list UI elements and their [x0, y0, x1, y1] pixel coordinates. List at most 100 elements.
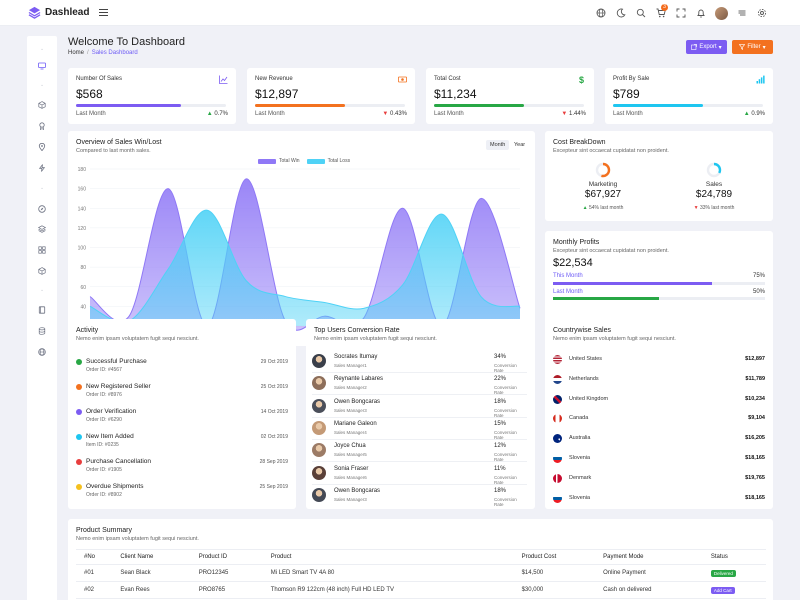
- filter-button[interactable]: Filter ▾: [732, 40, 773, 54]
- column-header[interactable]: Payment Mode: [595, 549, 703, 565]
- top-users-card: Top Users Conversion Rate Nemo enim ipsa…: [306, 319, 535, 509]
- country-row[interactable]: Slovenia $18,165: [553, 492, 765, 508]
- expand-icon[interactable]: [671, 6, 691, 20]
- table-row[interactable]: #02 Evan Rees PRO8765 Thomson R9 122cm (48 …: [76, 581, 766, 599]
- status-dot: [76, 434, 82, 440]
- status-badge: Add Cart: [710, 586, 735, 594]
- activity-item[interactable]: Successful Purchase Order ID: #4567 29 Oct…: [76, 357, 288, 379]
- box-icon[interactable]: [27, 265, 57, 277]
- country-name: United States: [569, 356, 603, 362]
- activity-date: 25 Oct 2019: [260, 384, 288, 390]
- cost-title: Cost BreakDown: [553, 139, 606, 146]
- stat-card-profit: Profit By Sale $789 Last Month ▲ 0.9%: [605, 68, 773, 124]
- table-cell: Thomson R9 122cm (48 inch) Full HD LED T…: [262, 581, 514, 599]
- country-row[interactable]: Denmark $19,765: [553, 472, 765, 488]
- gear-icon[interactable]: [752, 6, 772, 20]
- y-tick-label: 60: [80, 285, 86, 291]
- si-flag-icon: [553, 454, 562, 463]
- column-header[interactable]: #No: [76, 549, 113, 565]
- table-cell: Online Payment: [595, 564, 703, 582]
- activity-item[interactable]: Purchase Cancellation Order ID: #1905 28 S…: [76, 457, 288, 479]
- this-month-bar: [553, 282, 765, 285]
- conversion-pct: 18%: [494, 398, 507, 405]
- avatar[interactable]: [715, 6, 728, 20]
- profits-subtitle: Excepteur sint occaecat cupidatat non pr…: [553, 248, 669, 254]
- user-row[interactable]: Mariane Galeon Sales Manager4 15% Conversio…: [312, 420, 527, 440]
- cart-icon[interactable]: 3: [651, 4, 671, 20]
- profits-title: Monthly Profits: [553, 239, 600, 246]
- caret-down-icon: ▾: [762, 44, 766, 51]
- legend-label-win: Total Win: [279, 158, 300, 164]
- status-dot: [76, 484, 82, 490]
- country-name: Denmark: [569, 474, 592, 481]
- activity-title: Overdue Shipments: [86, 483, 144, 490]
- activity-title: New Item Added: [86, 433, 134, 440]
- country-row[interactable]: United Kingdom $10,234: [553, 393, 765, 409]
- activity-id: Order ID: #6290: [86, 417, 122, 423]
- country-row[interactable]: Canada $9,104: [553, 412, 765, 428]
- map-pin-icon[interactable]: [27, 141, 57, 153]
- column-header[interactable]: Product Cost: [513, 549, 596, 565]
- menu-lines-icon[interactable]: [732, 6, 752, 20]
- logo[interactable]: Dashlead: [28, 6, 89, 19]
- country-row[interactable]: United States $12,897: [553, 353, 765, 369]
- column-header[interactable]: Product ID: [190, 549, 263, 565]
- overview-chart-card: Overview of Sales Win/Lost Compared to l…: [68, 131, 535, 346]
- cart-badge: 3: [661, 4, 668, 11]
- country-row[interactable]: Slovenia $18,165: [553, 452, 765, 468]
- user-row[interactable]: Joyce Chua Sales Manager5 12% Conversion Ra…: [312, 442, 527, 463]
- compass-icon[interactable]: [27, 203, 57, 215]
- cube-icon[interactable]: [27, 99, 57, 111]
- dk-flag-icon: [553, 473, 562, 483]
- activity-item[interactable]: New Item Added Item ID: #0235 02 Oct 2019: [76, 432, 288, 454]
- user-row[interactable]: Socrates Itumay Sales Manager1 34% Conversi…: [312, 353, 527, 373]
- app-name: Dashlead: [45, 7, 90, 18]
- country-row[interactable]: Australia $16,205: [553, 432, 765, 448]
- database-icon[interactable]: [27, 325, 57, 337]
- table-cell: Sean Black: [112, 564, 191, 582]
- divider: [312, 438, 527, 440]
- activity-id: Order ID: #8976: [86, 392, 122, 398]
- menu-toggle-icon[interactable]: [99, 9, 109, 16]
- user-row[interactable]: Reynante Labares Sales Manager2 22% Convers…: [312, 375, 527, 396]
- moon-icon[interactable]: [611, 6, 631, 20]
- bell-icon[interactable]: [691, 6, 711, 20]
- tab-year[interactable]: Year: [514, 142, 526, 148]
- award-icon[interactable]: [27, 120, 57, 132]
- activity-item[interactable]: New Registered Seller Order ID: #8976 25 O…: [76, 382, 288, 404]
- grid-icon[interactable]: [27, 244, 57, 256]
- activity-item[interactable]: Order Verification Order ID: #6290 14 Oct …: [76, 407, 288, 429]
- stat-period: Last Month: [76, 111, 106, 117]
- divider: [312, 372, 527, 373]
- user-role: Sales Manager5: [334, 452, 367, 458]
- user-name: Mariane Galeon: [334, 420, 377, 427]
- user-row[interactable]: Sonia Fraser Sales Manager6 11% Conversion …: [312, 465, 527, 485]
- table-row[interactable]: #01 Sean Black PRO12345 Mi LED Smart TV 4A …: [76, 564, 766, 582]
- cost-breakdown-card: Cost BreakDown Excepteur sint occaecat c…: [545, 131, 773, 221]
- country-sales: $16,205: [745, 435, 765, 442]
- user-row[interactable]: Owen Bongcaras Sales Manager3 18% Conversio…: [312, 487, 527, 507]
- column-header[interactable]: Client Name: [112, 549, 191, 565]
- user-row[interactable]: Owen Bongcaras Sales Manager3 18% Conversio…: [312, 398, 527, 418]
- column-header[interactable]: Product: [262, 549, 514, 565]
- monitor-icon[interactable]: [27, 60, 57, 72]
- stat-label: Total Cost: [434, 76, 461, 82]
- dollar-icon: $: [579, 75, 584, 84]
- this-month-label: This Month: [553, 273, 583, 279]
- activity-item[interactable]: Overdue Shipments Order ID: #8902 25 Sep 2…: [76, 482, 288, 504]
- breadcrumb-home[interactable]: Home: [68, 50, 85, 56]
- logo-icon: [28, 6, 41, 19]
- sidebar: ◦ ◦ ◦ ◦: [27, 36, 57, 600]
- conversion-label: Conversion Rate: [494, 385, 517, 396]
- column-header[interactable]: Status: [702, 549, 766, 565]
- export-button[interactable]: Export ▾: [686, 40, 727, 54]
- book-icon[interactable]: [27, 304, 57, 316]
- globe-icon[interactable]: [591, 6, 611, 20]
- layers-icon[interactable]: [27, 223, 57, 235]
- country-row[interactable]: Netherlands $11,789: [553, 373, 765, 389]
- tab-month[interactable]: Month: [486, 140, 510, 150]
- lightning-icon[interactable]: [27, 162, 57, 174]
- globe-nav-icon[interactable]: [27, 346, 57, 358]
- search-icon[interactable]: [631, 6, 651, 20]
- page-title: Welcome To Dashboard: [68, 36, 185, 48]
